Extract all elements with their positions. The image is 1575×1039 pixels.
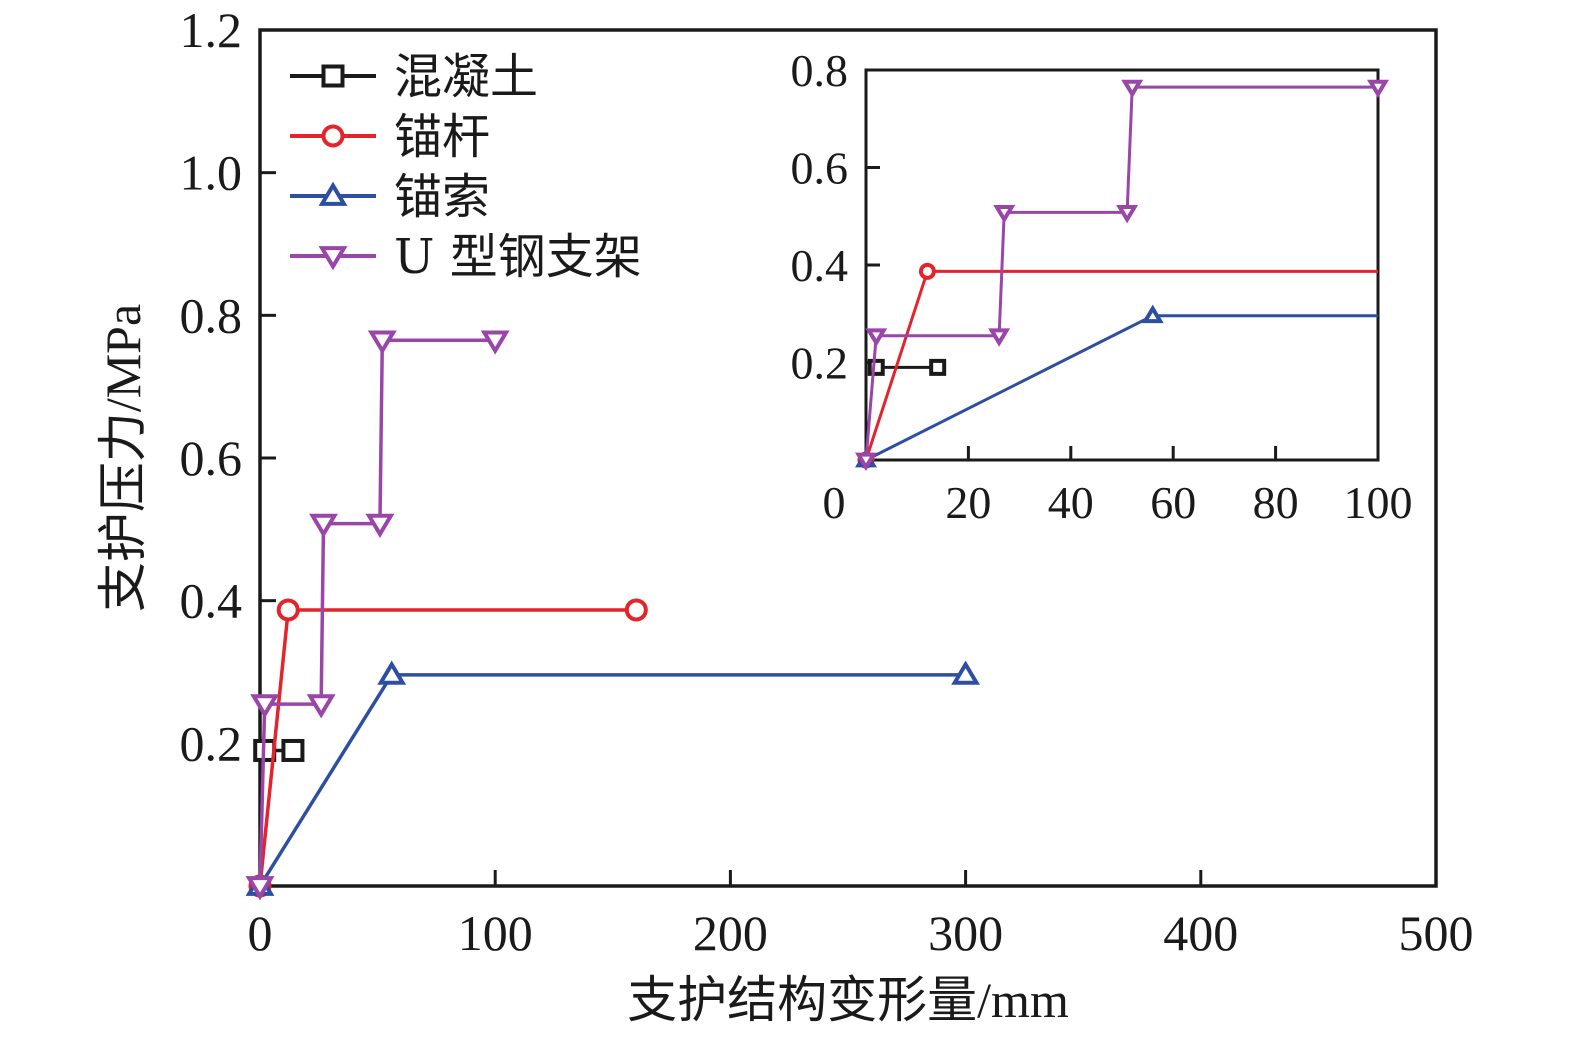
x-tick-label: 200 — [693, 905, 768, 961]
x-axis-title: 支护结构变形量/mm — [627, 972, 1069, 1028]
legend-item: 锚杆 — [290, 109, 490, 165]
triangle-down-marker — [367, 330, 397, 355]
triangle-up-marker — [1141, 304, 1164, 324]
x-tick-label: 300 — [928, 905, 1003, 961]
triangle-down-marker — [309, 513, 338, 538]
triangle-down-marker — [1121, 79, 1144, 99]
inset-y-tick-label: 0.8 — [791, 45, 849, 96]
x-tick-label: 100 — [458, 905, 533, 961]
inset-chart: 0 20 40 60 80 100 0.2 0.4 0.6 0.8 — [791, 45, 1413, 528]
inset-x-tick-label: 0 — [823, 477, 846, 528]
inset-series-3 — [855, 79, 1389, 472]
y-tick-label: 1.0 — [180, 145, 243, 201]
legend-item: U 型钢支架 — [290, 229, 642, 285]
legend-item: 锚索 — [290, 169, 490, 225]
series-line — [258, 673, 966, 887]
circle-marker — [624, 598, 648, 622]
inset-frame — [864, 68, 1380, 462]
y-tick-label: 0.2 — [180, 715, 243, 771]
circle-marker — [321, 124, 345, 148]
legend-label: U 型钢支架 — [394, 229, 642, 285]
inset-x-tick-label: 100 — [1344, 477, 1413, 528]
triangle-down-marker — [855, 452, 877, 472]
y-tick-label: 0.8 — [180, 287, 243, 343]
series-2 — [245, 660, 981, 896]
x-tick-label: 500 — [1399, 905, 1474, 961]
triangle-down-marker — [865, 328, 888, 347]
x-tick-label: 400 — [1163, 905, 1238, 961]
y-tick-label: 0.6 — [180, 430, 243, 486]
triangle-down-marker — [1367, 79, 1389, 99]
triangle-up-marker — [318, 181, 348, 206]
legend-label: 锚索 — [394, 169, 490, 225]
triangle-down-marker — [245, 876, 275, 901]
triangle-down-marker — [1116, 204, 1139, 224]
square-marker — [281, 738, 305, 762]
square-marker — [321, 64, 345, 88]
inset-x-tick-label: 40 — [1048, 477, 1094, 528]
x-tick-label: 0 — [248, 905, 273, 961]
triangle-up-marker — [377, 660, 407, 685]
legend-item: 混凝土 — [290, 49, 538, 105]
triangle-down-marker — [480, 330, 510, 355]
triangle-down-marker — [318, 246, 348, 271]
inset-y-tick-label: 0.6 — [791, 143, 849, 194]
series-line — [258, 608, 637, 887]
inset-y-tick-label: 0.4 — [791, 240, 849, 291]
legend-label: 锚杆 — [394, 109, 490, 165]
series-3 — [245, 330, 510, 901]
inset-y-tick-label: 0.2 — [791, 338, 849, 389]
inset-x-tick-label: 60 — [1150, 477, 1196, 528]
inset-x-tick-label: 80 — [1253, 477, 1299, 528]
circle-marker — [276, 598, 300, 622]
y-tick-label: 1.2 — [180, 2, 243, 58]
inset-x-tick-label: 20 — [945, 477, 991, 528]
triangle-up-marker — [951, 660, 981, 685]
circle-marker — [918, 262, 936, 280]
triangle-down-marker — [993, 204, 1016, 224]
triangle-down-marker — [988, 328, 1011, 347]
triangle-down-marker — [250, 694, 280, 719]
triangle-down-marker — [306, 694, 336, 719]
inset-axes: 0 20 40 60 80 100 0.2 0.4 0.6 0.8 — [791, 45, 1413, 528]
main-series — [245, 330, 981, 901]
y-axis-title: 支护压力/MPa — [95, 304, 151, 612]
square-marker — [867, 358, 885, 376]
triangle-down-marker — [365, 513, 395, 538]
square-marker — [929, 358, 947, 376]
legend-label: 混凝土 — [394, 49, 538, 105]
y-tick-label: 0.4 — [180, 573, 243, 629]
series-1 — [248, 598, 648, 898]
inset-series — [855, 79, 1389, 472]
